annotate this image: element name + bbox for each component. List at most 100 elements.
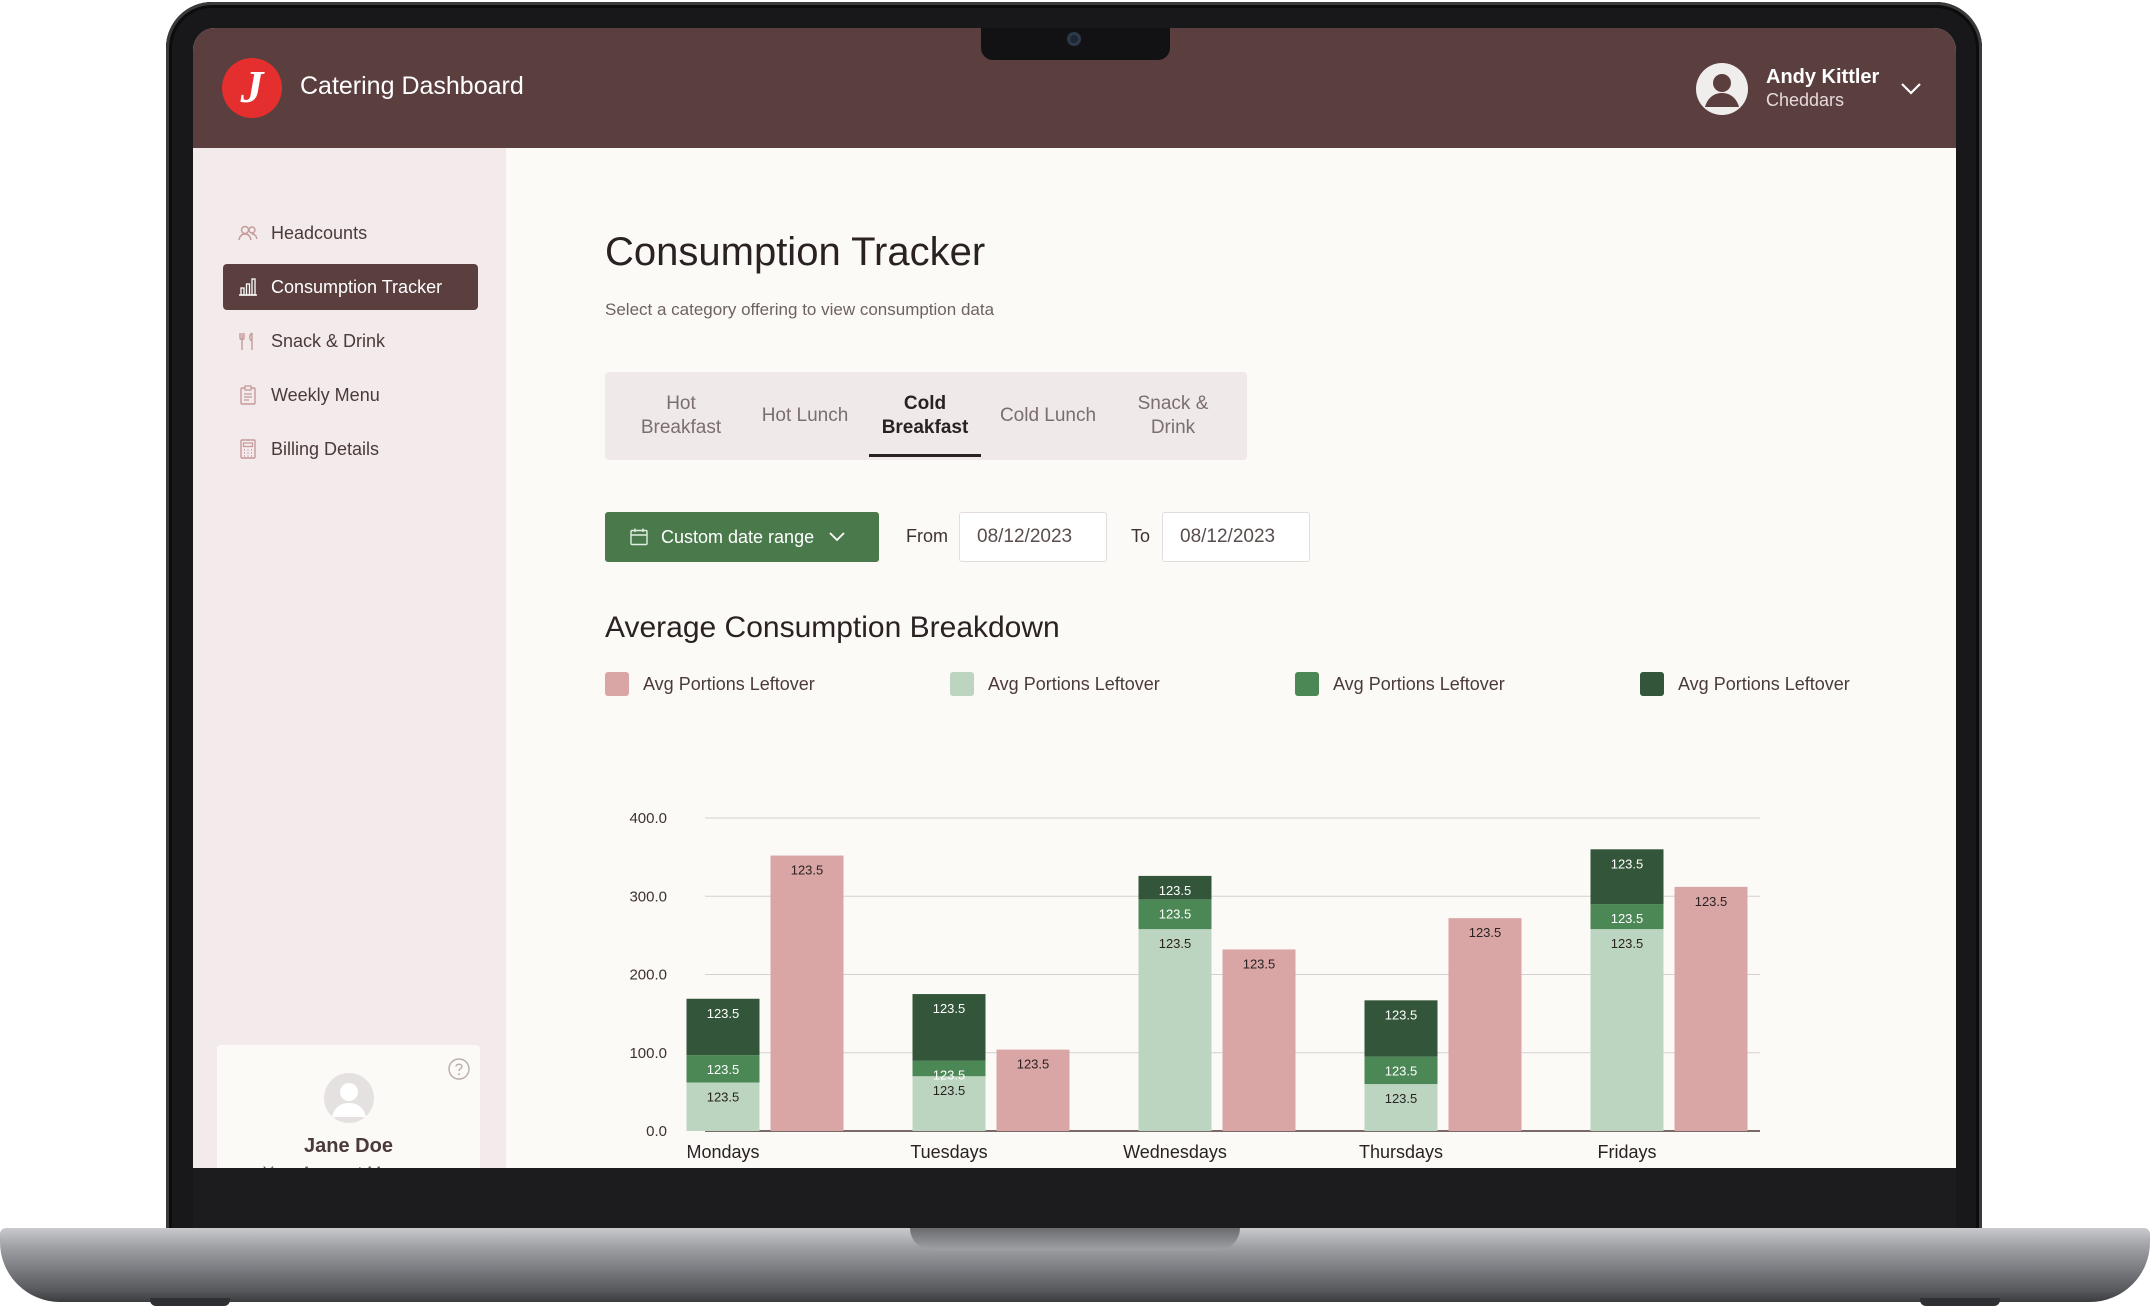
tab-snack-drink[interactable]: Snack & Drink [1137,393,1209,438]
header-bar: J Catering Dashboard Andy Kittler Chedda… [193,28,1956,148]
calculator-icon [240,439,256,459]
stacked-bar-segment [1590,904,1664,930]
stacked-bar-segment [1138,899,1212,930]
x-category-label: Tuesdays [910,1142,987,1162]
tab-hot-lunch[interactable]: Hot Lunch [761,405,849,426]
bar-value-label: 123.5 [1611,936,1644,951]
bar-value-label: 123.5 [707,1062,740,1077]
sidebar-item-headcounts[interactable]: Headcounts [223,210,478,256]
tab-cold-breakfast[interactable]: Cold Breakfast [881,393,969,438]
tab-hot-breakfast[interactable]: Hot Breakfast [640,393,722,438]
date-range-label: Custom date range [661,526,815,547]
legend-swatch-dark-green [1640,672,1664,696]
consumption-chart: 0.0100.0200.0300.0400.0123.5123.5123.512… [629,810,1760,1162]
side-bar [996,1049,1070,1131]
bar-value-label: 123.5 [1611,911,1644,926]
bar-value-label: 123.5 [933,1068,966,1083]
clipboard-icon [240,385,256,405]
bar-value-label: 123.5 [1159,936,1192,951]
stacked-bar-segment [686,998,760,1056]
user-avatar[interactable] [1696,63,1748,115]
chevron-down-icon [829,532,845,542]
page-subtitle: Select a category offering to view consu… [605,300,995,319]
legend-label: Avg Portions Leftover [643,673,815,694]
legend-swatch-pink [605,672,629,696]
laptop-foot [150,1298,230,1306]
legend-swatch-mid-green [1295,672,1319,696]
page-title: Consumption Tracker [605,230,986,274]
legend-item: Avg Portions Leftover [605,672,815,696]
to-label: To [1131,526,1151,546]
bar-chart-icon [239,278,257,296]
y-tick-label: 400.0 [629,810,667,827]
y-tick-label: 300.0 [629,888,667,905]
category-tabs: Hot Breakfast Hot Lunch Cold Breakfast C… [605,372,1247,460]
y-tick-label: 0.0 [646,1123,667,1140]
bar-value-label: 123.5 [1385,1007,1418,1022]
bar-value-label: 123.5 [933,1001,966,1016]
side-bar [1222,949,1296,1131]
legend-label: Avg Portions Leftover [988,673,1160,694]
x-category-label: Thursdays [1359,1142,1443,1162]
y-tick-label: 200.0 [629,967,667,984]
bar-value-label: 123.5 [1611,856,1644,871]
account-manager-name: Jane Doe [304,1135,393,1157]
user-icon [1705,74,1739,107]
utensils-icon [239,332,253,350]
bar-value-label: 123.5 [1159,906,1192,921]
side-bar [1448,918,1522,1131]
stacked-bar-segment [1590,929,1664,1131]
x-category-label: Wednesdays [1123,1142,1227,1162]
legend-label: Avg Portions Leftover [1333,673,1505,694]
laptop-bezel [193,1168,1956,1228]
user-org: Cheddars [1766,90,1845,110]
laptop-lip [910,1228,1240,1250]
sidebar-item-billing-details[interactable]: Billing Details [223,426,478,472]
bar-value-label: 123.5 [1385,1091,1418,1106]
sidebar-item-weekly-menu[interactable]: Weekly Menu [223,372,478,418]
legend-label: Avg Portions Leftover [1678,673,1850,694]
from-label: From [906,526,948,546]
sidebar-item-snack-drink[interactable]: Snack & Drink [223,318,478,364]
laptop-foot [1920,1298,2000,1306]
from-date-input[interactable] [959,512,1107,562]
sidebar: Headcounts Consumption Tracker Snack & D… [193,148,506,1168]
sidebar-item-label: Weekly Menu [271,384,380,405]
bar-value-label: 123.5 [933,1083,966,1098]
sidebar-item-label: Snack & Drink [271,330,386,351]
app-title: Catering Dashboard [300,72,524,100]
help-icon[interactable] [447,1057,471,1081]
stacked-bar-segment [912,994,986,1061]
user-icon [332,1083,366,1117]
bar-value-label: 123.5 [791,863,824,878]
calendar-icon [630,528,648,546]
stacked-bar-segment [1138,929,1212,1131]
stacked-bar-segment [686,1082,760,1131]
bar-value-label: 123.5 [1243,956,1276,971]
date-range-dropdown[interactable]: Custom date range [605,512,879,562]
stacked-bar-segment [1364,1000,1438,1057]
chevron-down-icon[interactable] [1898,78,1924,98]
stacked-bar-segment [912,1060,986,1077]
stacked-bar-segment [1138,875,1212,900]
legend-swatch-light-green [950,672,974,696]
legend-item: Avg Portions Leftover [1640,672,1850,696]
bar-value-label: 123.5 [1159,883,1192,898]
people-icon [238,225,258,241]
to-date-input[interactable] [1162,512,1310,562]
camera-icon [1067,32,1081,46]
stacked-bar-segment [1364,1056,1438,1085]
sidebar-item-label: Consumption Tracker [271,276,443,297]
sidebar-item-label: Headcounts [271,222,368,243]
app-logo[interactable]: J [222,58,282,118]
chart-title: Average Consumption Breakdown [605,611,1060,644]
side-bar [770,855,844,1131]
user-name: Andy Kittler [1766,66,1880,88]
tab-cold-lunch[interactable]: Cold Lunch [999,405,1097,426]
sidebar-item-consumption-tracker[interactable]: Consumption Tracker [223,264,478,310]
bar-value-label: 123.5 [707,1006,740,1021]
stacked-bar-segment [1364,1084,1438,1131]
avatar [324,1073,374,1123]
bar-value-label: 123.5 [707,1089,740,1104]
account-manager-role: Your Account Manager [217,1163,480,1168]
